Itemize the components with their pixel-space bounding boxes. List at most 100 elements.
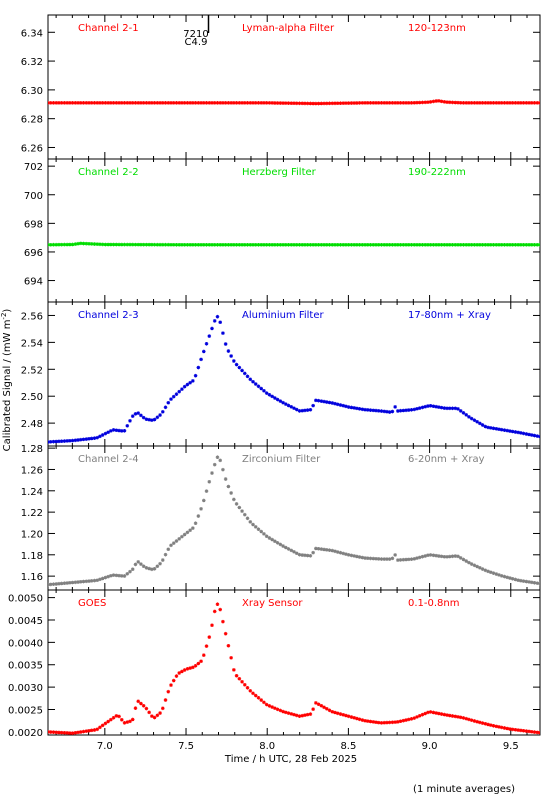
data-point [100,242,105,247]
data-point [491,101,496,105]
y-tick-label: 6.30 [21,86,43,97]
data-point [335,550,340,554]
data-point [166,400,171,405]
data-point [355,406,359,411]
data-point [139,413,143,418]
data-point [273,396,277,400]
data-point [199,243,203,247]
data-point [516,430,520,435]
data-point [264,702,269,707]
data-point [532,580,537,585]
data-point [144,101,149,105]
data-point [360,718,365,722]
channel-label: Channel 2-3 [78,310,139,321]
data-point [521,431,526,436]
data-point [489,426,493,430]
data-point [240,509,244,513]
data-point [51,439,56,444]
flare-marker-region: 7210 [183,29,208,40]
data-point [428,404,433,408]
band-label: 120-123nm [408,23,466,34]
data-point [311,550,315,555]
data-point [286,547,291,551]
data-point [420,100,425,105]
data-point [68,731,72,735]
data-point [461,716,466,720]
data-point [491,571,496,575]
data-point [439,243,444,247]
data-point [204,489,209,493]
data-point [100,576,105,581]
data-point [327,243,332,247]
data-point [431,404,436,409]
data-point [314,101,318,106]
data-point [199,659,203,664]
data-point [289,405,294,409]
data-point [303,101,307,106]
data-point [202,349,206,354]
data-point [428,243,433,247]
data-point [349,101,354,105]
data-point [387,243,392,247]
data-point [193,101,198,105]
data-point [527,580,531,584]
data-point [95,101,99,105]
data-point [390,720,395,725]
data-point [166,101,171,105]
data-point [84,729,89,733]
data-point [404,243,408,247]
data-point [491,243,496,247]
data-point [480,567,485,571]
footnote: (1 minute averages) [413,784,515,795]
filter-label: Zirconium Filter [242,454,321,465]
data-point [207,101,212,105]
data-point [499,427,504,432]
data-point [218,458,222,463]
data-point [155,101,160,105]
panel-2: 694 696 698 700 702 Channel 2-2 Herzberg Filte… [24,158,541,303]
data-point [174,392,179,396]
data-point [215,101,220,105]
data-point [125,242,130,247]
data-point [475,243,479,247]
data-point [270,537,274,542]
data-point [363,556,367,560]
flare-marker-class: C4.9 [185,37,208,48]
data-point [275,101,280,105]
data-point [333,710,337,715]
data-point [513,577,518,582]
data-point [251,101,255,105]
data-point [65,242,69,247]
data-point [379,557,384,561]
data-point [237,101,242,105]
data-point [292,712,296,717]
data-point [355,554,359,559]
data-point [431,243,436,247]
data-point [409,101,414,105]
data-point [516,728,520,732]
data-point [297,714,302,718]
data-point [355,243,359,247]
data-point [467,717,471,722]
data-point [292,101,296,106]
data-point [486,243,490,247]
data-point [316,546,321,551]
data-point [191,379,195,383]
data-point [456,715,460,719]
data-point [226,349,231,353]
data-point [193,663,198,668]
data-point [237,676,242,681]
data-point [420,243,425,247]
data-point [89,728,94,733]
data-point [210,101,214,105]
y-tick-label: 2.56 [21,311,43,322]
data-point [456,554,460,559]
data-point [284,710,288,715]
data-point [300,101,304,106]
data-point [57,730,61,735]
data-point [281,544,285,548]
data-point [505,726,509,731]
data-point [207,635,212,639]
data-point [223,243,228,247]
data-point [81,241,86,246]
